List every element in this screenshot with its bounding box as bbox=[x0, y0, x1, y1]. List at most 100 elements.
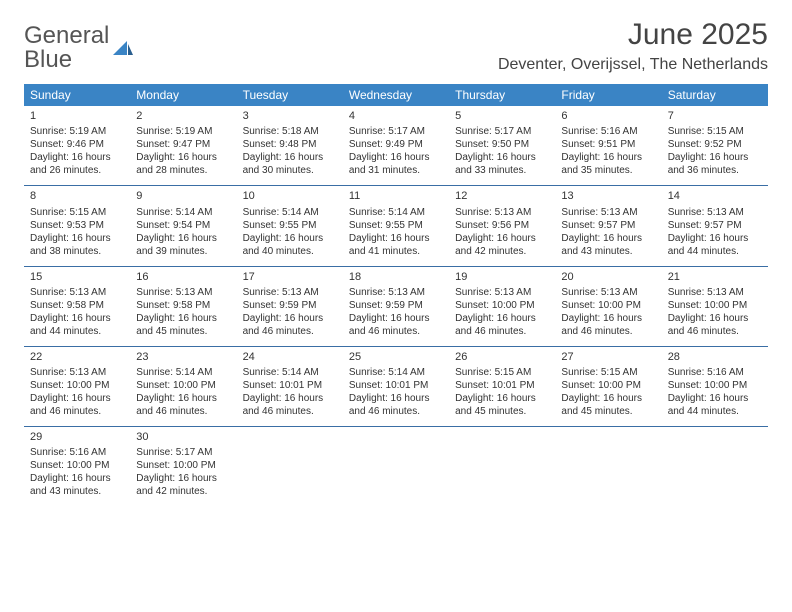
day-cell: 30Sunrise: 5:17 AMSunset: 10:00 PMDaylig… bbox=[130, 427, 236, 506]
daylight-line: Daylight: 16 hours and 40 minutes. bbox=[243, 232, 337, 258]
day-cell: 6Sunrise: 5:16 AMSunset: 9:51 PMDaylight… bbox=[555, 106, 661, 186]
day-cell: 12Sunrise: 5:13 AMSunset: 9:56 PMDayligh… bbox=[449, 186, 555, 266]
day-header: Wednesday bbox=[343, 84, 449, 106]
day-cell: 5Sunrise: 5:17 AMSunset: 9:50 PMDaylight… bbox=[449, 106, 555, 186]
day-number: 27 bbox=[561, 350, 655, 364]
day-number: 10 bbox=[243, 189, 337, 203]
sunset-line: Sunset: 9:58 PM bbox=[136, 299, 230, 312]
day-cell: 13Sunrise: 5:13 AMSunset: 9:57 PMDayligh… bbox=[555, 186, 661, 266]
day-cell bbox=[343, 427, 449, 506]
sunset-line: Sunset: 9:53 PM bbox=[30, 219, 124, 232]
sunrise-line: Sunrise: 5:13 AM bbox=[30, 286, 124, 299]
day-number: 4 bbox=[349, 109, 443, 123]
day-cell bbox=[237, 427, 343, 506]
daylight-line: Daylight: 16 hours and 43 minutes. bbox=[30, 472, 124, 498]
daylight-line: Daylight: 16 hours and 46 minutes. bbox=[349, 312, 443, 338]
daylight-line: Daylight: 16 hours and 46 minutes. bbox=[30, 392, 124, 418]
sunset-line: Sunset: 10:01 PM bbox=[243, 379, 337, 392]
logo-sail-icon bbox=[113, 41, 133, 55]
daylight-line: Daylight: 16 hours and 46 minutes. bbox=[243, 312, 337, 338]
day-cell: 14Sunrise: 5:13 AMSunset: 9:57 PMDayligh… bbox=[662, 186, 768, 266]
daylight-line: Daylight: 16 hours and 42 minutes. bbox=[455, 232, 549, 258]
day-cell: 8Sunrise: 5:15 AMSunset: 9:53 PMDaylight… bbox=[24, 186, 130, 266]
daylight-line: Daylight: 16 hours and 28 minutes. bbox=[136, 151, 230, 177]
day-number: 25 bbox=[349, 350, 443, 364]
sunrise-line: Sunrise: 5:18 AM bbox=[243, 125, 337, 138]
day-number: 29 bbox=[30, 430, 124, 444]
day-number: 3 bbox=[243, 109, 337, 123]
daylight-line: Daylight: 16 hours and 44 minutes. bbox=[30, 312, 124, 338]
sunrise-line: Sunrise: 5:13 AM bbox=[668, 286, 762, 299]
day-cell: 26Sunrise: 5:15 AMSunset: 10:01 PMDaylig… bbox=[449, 347, 555, 427]
day-cell: 20Sunrise: 5:13 AMSunset: 10:00 PMDaylig… bbox=[555, 267, 661, 347]
sunset-line: Sunset: 9:54 PM bbox=[136, 219, 230, 232]
day-cell: 3Sunrise: 5:18 AMSunset: 9:48 PMDaylight… bbox=[237, 106, 343, 186]
day-number: 5 bbox=[455, 109, 549, 123]
day-cell: 29Sunrise: 5:16 AMSunset: 10:00 PMDaylig… bbox=[24, 427, 130, 506]
sunset-line: Sunset: 9:48 PM bbox=[243, 138, 337, 151]
sunrise-line: Sunrise: 5:17 AM bbox=[349, 125, 443, 138]
day-number: 14 bbox=[668, 189, 762, 203]
day-cell: 27Sunrise: 5:15 AMSunset: 10:00 PMDaylig… bbox=[555, 347, 661, 427]
day-cell: 10Sunrise: 5:14 AMSunset: 9:55 PMDayligh… bbox=[237, 186, 343, 266]
sunrise-line: Sunrise: 5:14 AM bbox=[243, 366, 337, 379]
sunrise-line: Sunrise: 5:15 AM bbox=[561, 366, 655, 379]
day-cell: 9Sunrise: 5:14 AMSunset: 9:54 PMDaylight… bbox=[130, 186, 236, 266]
week-row: 29Sunrise: 5:16 AMSunset: 10:00 PMDaylig… bbox=[24, 427, 768, 506]
day-cell: 21Sunrise: 5:13 AMSunset: 10:00 PMDaylig… bbox=[662, 267, 768, 347]
week-row: 15Sunrise: 5:13 AMSunset: 9:58 PMDayligh… bbox=[24, 267, 768, 347]
week-row: 8Sunrise: 5:15 AMSunset: 9:53 PMDaylight… bbox=[24, 186, 768, 266]
sunset-line: Sunset: 9:55 PM bbox=[243, 219, 337, 232]
sunrise-line: Sunrise: 5:16 AM bbox=[30, 446, 124, 459]
sunrise-line: Sunrise: 5:16 AM bbox=[668, 366, 762, 379]
day-number: 20 bbox=[561, 270, 655, 284]
sunset-line: Sunset: 9:59 PM bbox=[349, 299, 443, 312]
day-cell: 22Sunrise: 5:13 AMSunset: 10:00 PMDaylig… bbox=[24, 347, 130, 427]
day-cell: 11Sunrise: 5:14 AMSunset: 9:55 PMDayligh… bbox=[343, 186, 449, 266]
sunset-line: Sunset: 10:01 PM bbox=[455, 379, 549, 392]
day-cell: 15Sunrise: 5:13 AMSunset: 9:58 PMDayligh… bbox=[24, 267, 130, 347]
month-title: June 2025 bbox=[498, 18, 768, 52]
calendar-body: 1Sunrise: 5:19 AMSunset: 9:46 PMDaylight… bbox=[24, 106, 768, 506]
day-header: Tuesday bbox=[237, 84, 343, 106]
day-number: 19 bbox=[455, 270, 549, 284]
daylight-line: Daylight: 16 hours and 41 minutes. bbox=[349, 232, 443, 258]
day-number: 13 bbox=[561, 189, 655, 203]
day-cell: 28Sunrise: 5:16 AMSunset: 10:00 PMDaylig… bbox=[662, 347, 768, 427]
sunset-line: Sunset: 10:00 PM bbox=[136, 379, 230, 392]
day-cell: 4 Sunrise: 5:17 AMSunset: 9:49 PMDaylight… bbox=[343, 106, 449, 186]
daylight-line: Daylight: 16 hours and 26 minutes. bbox=[30, 151, 124, 177]
day-cell: 19Sunrise: 5:13 AMSunset: 10:00 PMDaylig… bbox=[449, 267, 555, 347]
sunrise-line: Sunrise: 5:17 AM bbox=[136, 446, 230, 459]
day-number: 16 bbox=[136, 270, 230, 284]
logo-word1: General bbox=[24, 22, 109, 49]
day-number: 24 bbox=[243, 350, 337, 364]
sunset-line: Sunset: 10:00 PM bbox=[561, 379, 655, 392]
sunset-line: Sunset: 9:49 PM bbox=[349, 138, 443, 151]
daylight-line: Daylight: 16 hours and 46 minutes. bbox=[561, 312, 655, 338]
sunrise-line: Sunrise: 5:14 AM bbox=[136, 366, 230, 379]
daylight-line: Daylight: 16 hours and 46 minutes. bbox=[136, 392, 230, 418]
daylight-line: Daylight: 16 hours and 44 minutes. bbox=[668, 392, 762, 418]
day-cell: 1Sunrise: 5:19 AMSunset: 9:46 PMDaylight… bbox=[24, 106, 130, 186]
daylight-line: Daylight: 16 hours and 39 minutes. bbox=[136, 232, 230, 258]
daylight-line: Daylight: 16 hours and 46 minutes. bbox=[349, 392, 443, 418]
daylight-line: Daylight: 16 hours and 38 minutes. bbox=[30, 232, 124, 258]
sunrise-line: Sunrise: 5:13 AM bbox=[349, 286, 443, 299]
sunrise-line: Sunrise: 5:14 AM bbox=[349, 206, 443, 219]
day-number: 28 bbox=[668, 350, 762, 364]
calendar-table: SundayMondayTuesdayWednesdayThursdayFrid… bbox=[24, 84, 768, 506]
day-cell bbox=[555, 427, 661, 506]
sunrise-line: Sunrise: 5:15 AM bbox=[30, 206, 124, 219]
sunset-line: Sunset: 9:55 PM bbox=[349, 219, 443, 232]
daylight-line: Daylight: 16 hours and 46 minutes. bbox=[243, 392, 337, 418]
day-number: 6 bbox=[561, 109, 655, 123]
sunrise-line: Sunrise: 5:14 AM bbox=[136, 206, 230, 219]
day-number: 17 bbox=[243, 270, 337, 284]
daylight-line: Daylight: 16 hours and 31 minutes. bbox=[349, 151, 443, 177]
day-cell: 17Sunrise: 5:13 AMSunset: 9:59 PMDayligh… bbox=[237, 267, 343, 347]
sunset-line: Sunset: 10:00 PM bbox=[30, 379, 124, 392]
daylight-line: Daylight: 16 hours and 42 minutes. bbox=[136, 472, 230, 498]
sunrise-line: Sunrise: 5:13 AM bbox=[136, 286, 230, 299]
sunset-line: Sunset: 9:59 PM bbox=[243, 299, 337, 312]
